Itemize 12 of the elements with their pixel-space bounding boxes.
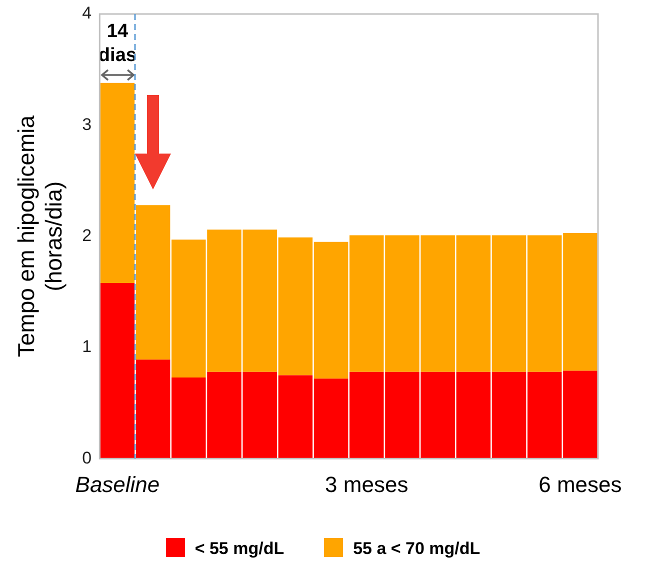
legend-label: < 55 mg/dL bbox=[194, 538, 284, 559]
y-tick-label: 2 bbox=[82, 226, 92, 245]
annotation: 14 dias bbox=[98, 21, 136, 66]
y-tick-label: 3 bbox=[82, 114, 92, 134]
x-tick-label: 3 meses bbox=[325, 472, 408, 497]
x-tick-label: 6 meses bbox=[538, 472, 622, 497]
x-tick-label: Baseline bbox=[75, 472, 160, 497]
y-tick-label: 0 bbox=[82, 448, 92, 468]
y-tick-label: 4 bbox=[82, 4, 92, 23]
y-tick-label: 1 bbox=[82, 337, 92, 356]
y-axis-title: Tempo em hipoglicemia (horas/dia) bbox=[13, 115, 67, 358]
legend-label: 55 a < 70 mg/dL bbox=[352, 538, 480, 559]
